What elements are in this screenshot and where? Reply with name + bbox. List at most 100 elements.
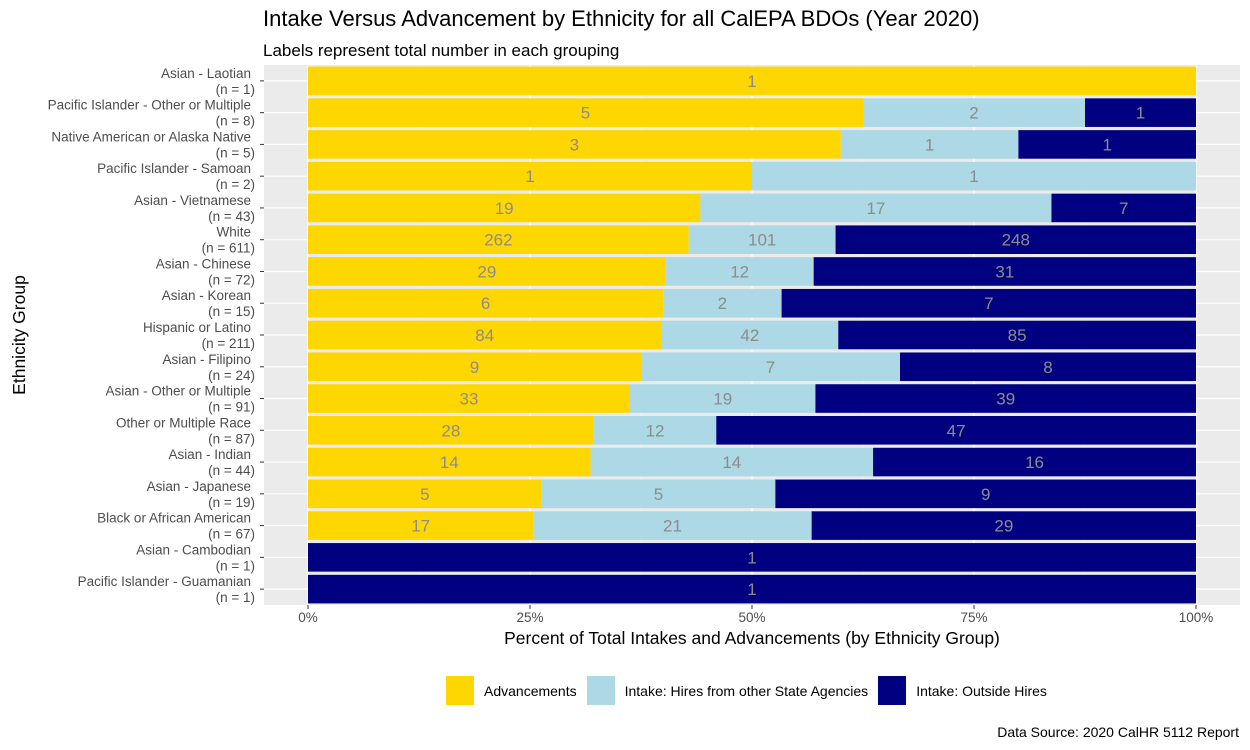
bar-segment	[813, 257, 1196, 286]
bar-segment	[308, 479, 542, 509]
bar-value-label: 8	[1043, 358, 1052, 377]
bar-value-label: 39	[996, 390, 1015, 409]
y-tick-count-label: (n = 67)	[208, 527, 255, 542]
y-tick-count-label: (n = 15)	[208, 304, 255, 319]
bar-value-label: 1	[747, 580, 756, 599]
bar-value-label: 5	[654, 485, 663, 504]
y-tick-count-label: (n = 44)	[208, 463, 255, 478]
y-tick-label: Asian - Vietnamese	[134, 193, 251, 208]
bar-segment	[641, 352, 900, 382]
bar-value-label: 21	[663, 517, 682, 536]
legend: Advancements Intake: Hires from other St…	[446, 676, 1057, 705]
legend-swatch-advancements	[446, 676, 474, 705]
bar-value-label: 9	[470, 358, 479, 377]
y-tick-label: Pacific Islander - Samoan	[97, 161, 251, 176]
bar-segment	[308, 66, 1196, 96]
data-source-caption: Data Source: 2020 CalHR 5112 Report	[997, 724, 1239, 740]
bar-value-label: 2	[718, 294, 727, 313]
bar-value-label: 1	[1136, 104, 1145, 123]
chart-title: Intake Versus Advancement by Ethnicity f…	[263, 6, 980, 31]
bar-segment	[308, 574, 1196, 604]
bar-segment	[308, 384, 631, 413]
y-tick-count-label: (n = 72)	[208, 272, 255, 287]
bar-value-label: 3	[570, 135, 579, 154]
bar-value-label: 85	[1008, 326, 1027, 345]
bar-value-label: 31	[995, 262, 1014, 281]
bar-segment	[308, 543, 1196, 572]
bar-value-label: 101	[748, 231, 776, 250]
bar-value-label: 16	[1025, 453, 1044, 472]
bar-segment	[838, 320, 1196, 350]
bar-segment	[541, 479, 776, 509]
y-tick-label: Pacific Islander - Other or Multiple	[48, 98, 251, 113]
bar-segment	[308, 257, 666, 286]
bar-segment	[900, 352, 1196, 382]
legend-label-state-hires: Intake: Hires from other State Agencies	[624, 682, 869, 699]
legend-item-state-hires: Intake: Hires from other State Agencies	[586, 676, 869, 705]
bar-value-label: 6	[481, 294, 490, 313]
bar-segment	[661, 320, 839, 350]
y-tick-label: Black or African American	[97, 511, 251, 526]
bar-value-label: 7	[1119, 199, 1128, 218]
bar-segment	[308, 130, 841, 159]
y-tick-count-label: (n = 211)	[202, 336, 255, 351]
bar-segment	[590, 447, 874, 477]
x-tick-label: 100%	[1179, 610, 1214, 625]
y-tick-count-label: (n = 24)	[208, 368, 255, 383]
y-tick-label: Asian - Indian	[168, 447, 251, 462]
y-tick-count-label: (n = 87)	[208, 431, 255, 446]
bar-value-label: 9	[981, 485, 990, 504]
bar-segment	[840, 130, 1019, 159]
bar-segment	[688, 225, 836, 254]
bar-value-label: 28	[441, 421, 460, 440]
bar-segment	[1085, 98, 1196, 127]
bar-segment	[811, 511, 1196, 540]
y-tick-label: Asian - Korean	[162, 288, 251, 303]
y-tick-label: Asian - Other or Multiple	[105, 384, 251, 399]
y-tick-label: Hispanic or Latino	[143, 320, 251, 335]
bar-segment	[775, 479, 1196, 509]
bar-value-label: 47	[947, 421, 966, 440]
bar-segment	[308, 320, 662, 350]
y-tick-label: Asian - Japanese	[147, 479, 251, 494]
x-axis-title: Percent of Total Intakes and Advancement…	[504, 628, 1000, 648]
bar-value-label: 14	[722, 453, 741, 472]
y-tick-count-label: (n = 1)	[216, 590, 255, 605]
legend-swatch-outside-hires	[878, 676, 907, 705]
bar-segment	[308, 288, 664, 318]
bar-segment	[716, 416, 1196, 445]
y-tick-count-label: (n = 2)	[216, 177, 255, 192]
bar-segment	[700, 193, 1052, 223]
bar-segment	[1018, 130, 1196, 159]
bar-segment	[863, 98, 1085, 127]
bar-value-label: 1	[747, 72, 756, 91]
bar-value-label: 29	[994, 517, 1013, 536]
bar-value-label: 29	[477, 262, 496, 281]
y-tick-count-label: (n = 611)	[202, 241, 255, 256]
y-tick-label: Other or Multiple Race	[116, 415, 251, 430]
y-tick-label: Native American or Alaska Native	[51, 129, 251, 144]
x-tick-label: 0%	[298, 610, 318, 625]
bar-segment	[308, 352, 641, 382]
bar-value-label: 5	[420, 485, 429, 504]
bar-segment	[663, 288, 782, 318]
bar-value-label: 12	[730, 262, 749, 281]
y-tick-count-label: (n = 43)	[208, 209, 255, 224]
y-tick-count-label: (n = 1)	[216, 82, 255, 97]
chart-subtitle: Labels represent total number in each gr…	[263, 41, 620, 60]
bar-segment	[308, 511, 534, 540]
bar-segment	[308, 225, 689, 254]
bar-value-label: 1	[925, 135, 934, 154]
bar-segment	[308, 447, 591, 477]
bar-value-label: 1	[1102, 135, 1111, 154]
y-tick-label: Asian - Filipino	[162, 352, 251, 367]
bar-segment	[593, 416, 717, 445]
bar-value-label: 248	[1002, 231, 1030, 250]
bar-segment	[533, 511, 812, 540]
legend-label-advancements: Advancements	[484, 682, 577, 699]
legend-swatch-state-hires	[586, 676, 615, 705]
y-tick-label: Pacific Islander - Guamanian	[78, 574, 251, 589]
bar-value-label: 12	[646, 421, 665, 440]
bar-value-label: 2	[969, 104, 978, 123]
